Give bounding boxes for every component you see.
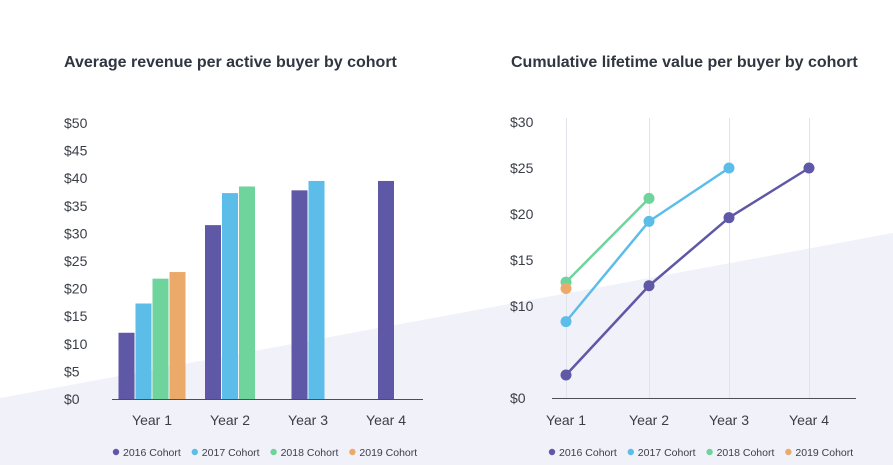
legend-label-2019-cohort: 2019 Cohort — [359, 447, 417, 459]
x-tick-label: Year 3 — [288, 412, 328, 428]
legend-marker-2016-cohort — [112, 448, 120, 456]
bar-2018-cohort-year-1 — [152, 278, 169, 399]
y-tick-label: $30 — [510, 114, 534, 130]
x-tick-label: Year 1 — [546, 412, 586, 428]
bar-2018-cohort-year-2 — [239, 186, 255, 399]
bar-2017-cohort-year-2 — [222, 193, 238, 399]
point-2016-cohort-year-1 — [560, 369, 572, 381]
y-tick-label: $10 — [510, 298, 534, 314]
bar-2017-cohort-year-1 — [135, 303, 152, 399]
legend-marker-2019-cohort — [785, 448, 792, 456]
x-tick-label: Year 2 — [210, 412, 250, 428]
bar-2017-cohort-year-3 — [308, 180, 325, 399]
bar-chart: $0 $5 $10 $15 $20 $25 $30 $35 $40 $45 $50 Year 1 Yea… — [64, 115, 423, 459]
legend-marker-2018-cohort — [270, 448, 277, 456]
y-tick-label: $40 — [64, 170, 88, 186]
legend-marker-2016-cohort — [548, 448, 556, 456]
bar-chart-title: Average revenue per active buyer by coho… — [64, 54, 397, 71]
bar-2016-cohort-year-3 — [291, 190, 308, 399]
y-tick-label: $50 — [64, 115, 88, 131]
series-line-2016-cohort — [564, 166, 811, 377]
legend-label-2019-cohort: 2019 Cohort — [795, 447, 853, 459]
x-tick-label: Year 4 — [789, 412, 829, 428]
point-2016-cohort-year-3 — [723, 212, 735, 224]
y-tick-label: $10 — [64, 336, 88, 352]
series-line-2018-cohort — [564, 197, 651, 284]
x-tick-label: Year 4 — [366, 412, 406, 428]
legend-marker-2017-cohort — [191, 448, 198, 456]
x-tick-label: Year 1 — [132, 412, 172, 428]
legend-label-2018-cohort: 2018 Cohort — [281, 447, 339, 459]
bar-2016-cohort-year-4 — [378, 180, 394, 399]
y-tick-label: $15 — [64, 308, 88, 324]
legend-label-2016-cohort: 2016 Cohort — [559, 447, 617, 459]
y-tick-label: $0 — [64, 391, 80, 407]
series-line-2017-cohort — [564, 166, 731, 323]
y-tick-label: $25 — [64, 253, 88, 269]
y-tick-label: $30 — [64, 225, 88, 241]
legend-label-2016-cohort: 2016 Cohort — [123, 447, 181, 459]
legend-marker-2017-cohort — [627, 448, 634, 456]
y-tick-label: $25 — [510, 160, 534, 176]
bar-2016-cohort-year-1 — [118, 332, 135, 399]
y-tick-label: $15 — [510, 252, 534, 268]
bar-chart-panel: Average revenue per active buyer by coho… — [0, 0, 445, 465]
point-2017-cohort-year-2 — [643, 215, 655, 227]
y-tick-label: $35 — [64, 198, 88, 214]
line-chart-title: Cumulative lifetime value per buyer by c… — [511, 54, 858, 71]
legend-marker-2018-cohort — [706, 448, 713, 456]
line-chart: Year 1 Year 2 Year 3 Year 4 $0 $10 $15 $20 $25 $3… — [510, 114, 856, 459]
line-chart-panel: Cumulative lifetime value per buyer by c… — [445, 0, 893, 465]
y-tick-label: $5 — [64, 363, 80, 379]
legend-label-2017-cohort: 2017 Cohort — [202, 447, 260, 459]
x-tick-label: Year 2 — [629, 412, 669, 428]
point-2017-cohort-year-3 — [723, 162, 735, 174]
x-tick-label: Year 3 — [709, 412, 749, 428]
legend-label-2017-cohort: 2017 Cohort — [638, 447, 696, 459]
point-2018-cohort-year-2 — [643, 192, 655, 204]
bar-2019-cohort-year-1 — [169, 272, 186, 399]
point-2017-cohort-year-1 — [560, 316, 572, 328]
legend-marker-2019-cohort — [349, 448, 356, 456]
y-tick-label: $0 — [510, 390, 526, 406]
y-tick-label: $20 — [510, 206, 534, 222]
bar-2016-cohort-year-2 — [205, 225, 221, 399]
point-2016-cohort-year-4 — [803, 162, 815, 174]
legend-label-2018-cohort: 2018 Cohort — [717, 447, 775, 459]
y-tick-label: $20 — [64, 281, 88, 297]
y-tick-label: $45 — [64, 143, 88, 159]
point-2019-cohort-year-1 — [560, 283, 572, 295]
point-2016-cohort-year-2 — [643, 280, 655, 292]
